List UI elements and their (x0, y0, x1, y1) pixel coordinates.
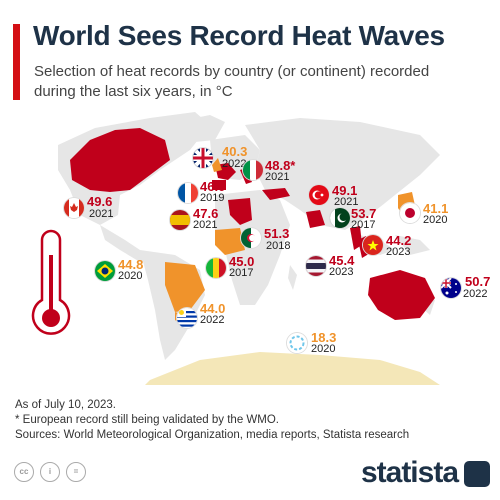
algeria-record-year: 2018 (266, 240, 291, 252)
notes: As of July 10, 2023. * European record s… (15, 398, 409, 443)
france-record-value: 46.0 (200, 179, 226, 194)
pakistan-flag-icon (330, 208, 350, 228)
brazil-region (165, 262, 205, 312)
turkey-region (262, 188, 290, 200)
italy-flag-icon (243, 160, 263, 180)
thermometer-icon (31, 229, 71, 335)
uruguay-flag-icon (177, 308, 197, 328)
uk-region (212, 158, 222, 172)
canada-flag-icon (64, 198, 84, 218)
antarctica-region (145, 352, 440, 385)
record-regions-red (70, 128, 435, 320)
brazil-flag-icon (95, 261, 115, 281)
united-kingdom-record-year: 2022 (222, 158, 247, 170)
spain-record-value: 47.6 (193, 206, 219, 221)
pakistan-region (306, 210, 325, 228)
algeria-region (228, 198, 252, 225)
chart-title: World Sees Record Heat Waves (33, 20, 445, 51)
uruguay-record-value: 44.0 (200, 301, 226, 316)
vietnam-record-year: 2023 (386, 246, 411, 258)
turkey-record-year: 2021 (334, 196, 359, 208)
united-kingdom-flag-icon (193, 148, 213, 168)
as-of-note: As of July 10, 2023. (15, 399, 117, 411)
canada-region (70, 128, 170, 192)
australia-region (368, 270, 435, 320)
vietnam-record-value: 44.2 (386, 233, 412, 248)
mali-region (215, 228, 245, 255)
france-flag-icon (178, 183, 198, 203)
japan-record-year: 2020 (423, 214, 448, 226)
mali-flag-icon (206, 258, 226, 278)
brazil-record-value: 44.8 (118, 257, 144, 272)
thailand-record-value: 45.4 (329, 253, 355, 268)
vietnam-flag-icon (363, 235, 383, 255)
thailand-record-year: 2023 (329, 266, 354, 278)
nd-icon[interactable]: = (66, 462, 86, 482)
footer: cc i = statista (0, 453, 500, 500)
thailand-flag-icon (306, 256, 326, 276)
italy-record-value: 48.8* (265, 158, 296, 173)
pakistan-record-value: 53.7 (351, 206, 377, 221)
canada-record-value: 49.6 (87, 194, 113, 209)
pakistan-record-year: 2017 (351, 219, 376, 231)
spain-region (212, 180, 226, 190)
spain-record-year: 2021 (193, 219, 218, 231)
statista-logo-icon (464, 461, 490, 487)
italy-record-year: 2021 (265, 171, 290, 183)
australia-flag-icon (441, 278, 461, 298)
algeria-flag-icon (241, 228, 261, 248)
by-icon[interactable]: i (40, 462, 60, 482)
united-kingdom-record-value: 40.3 (222, 144, 248, 159)
footnote: * European record still being validated … (15, 414, 279, 426)
japan-flag-icon (400, 203, 420, 223)
australia-record-value: 50.7 (465, 274, 491, 289)
turkey-record-value: 49.1 (332, 183, 358, 198)
brazil-record-year: 2020 (118, 270, 143, 282)
world-map (31, 112, 440, 385)
antarctica-record-year: 2020 (311, 343, 336, 355)
title-accent-bar (13, 24, 20, 100)
canada-record-year: 2021 (89, 208, 114, 220)
mali-record-year: 2017 (229, 267, 254, 279)
spain-flag-icon (170, 210, 190, 230)
australia-record-year: 2022 (463, 288, 488, 300)
sources-note: Sources: World Meteorological Organizati… (15, 429, 410, 441)
chart-subtitle: Selection of heat records by country (or… (34, 63, 430, 100)
algeria-record-value: 51.3 (264, 226, 290, 241)
france-record-year: 2019 (200, 192, 225, 204)
cc-icon[interactable]: cc (14, 462, 34, 482)
turkey-flag-icon (309, 185, 329, 205)
statista-logo[interactable]: statista (360, 456, 459, 489)
antarctica-flag-icon (287, 333, 307, 353)
japan-record-value: 41.1 (423, 201, 449, 216)
antarctica-record-value: 18.3 (311, 330, 337, 345)
uruguay-record-year: 2022 (200, 314, 225, 326)
mali-record-value: 45.0 (229, 254, 255, 269)
